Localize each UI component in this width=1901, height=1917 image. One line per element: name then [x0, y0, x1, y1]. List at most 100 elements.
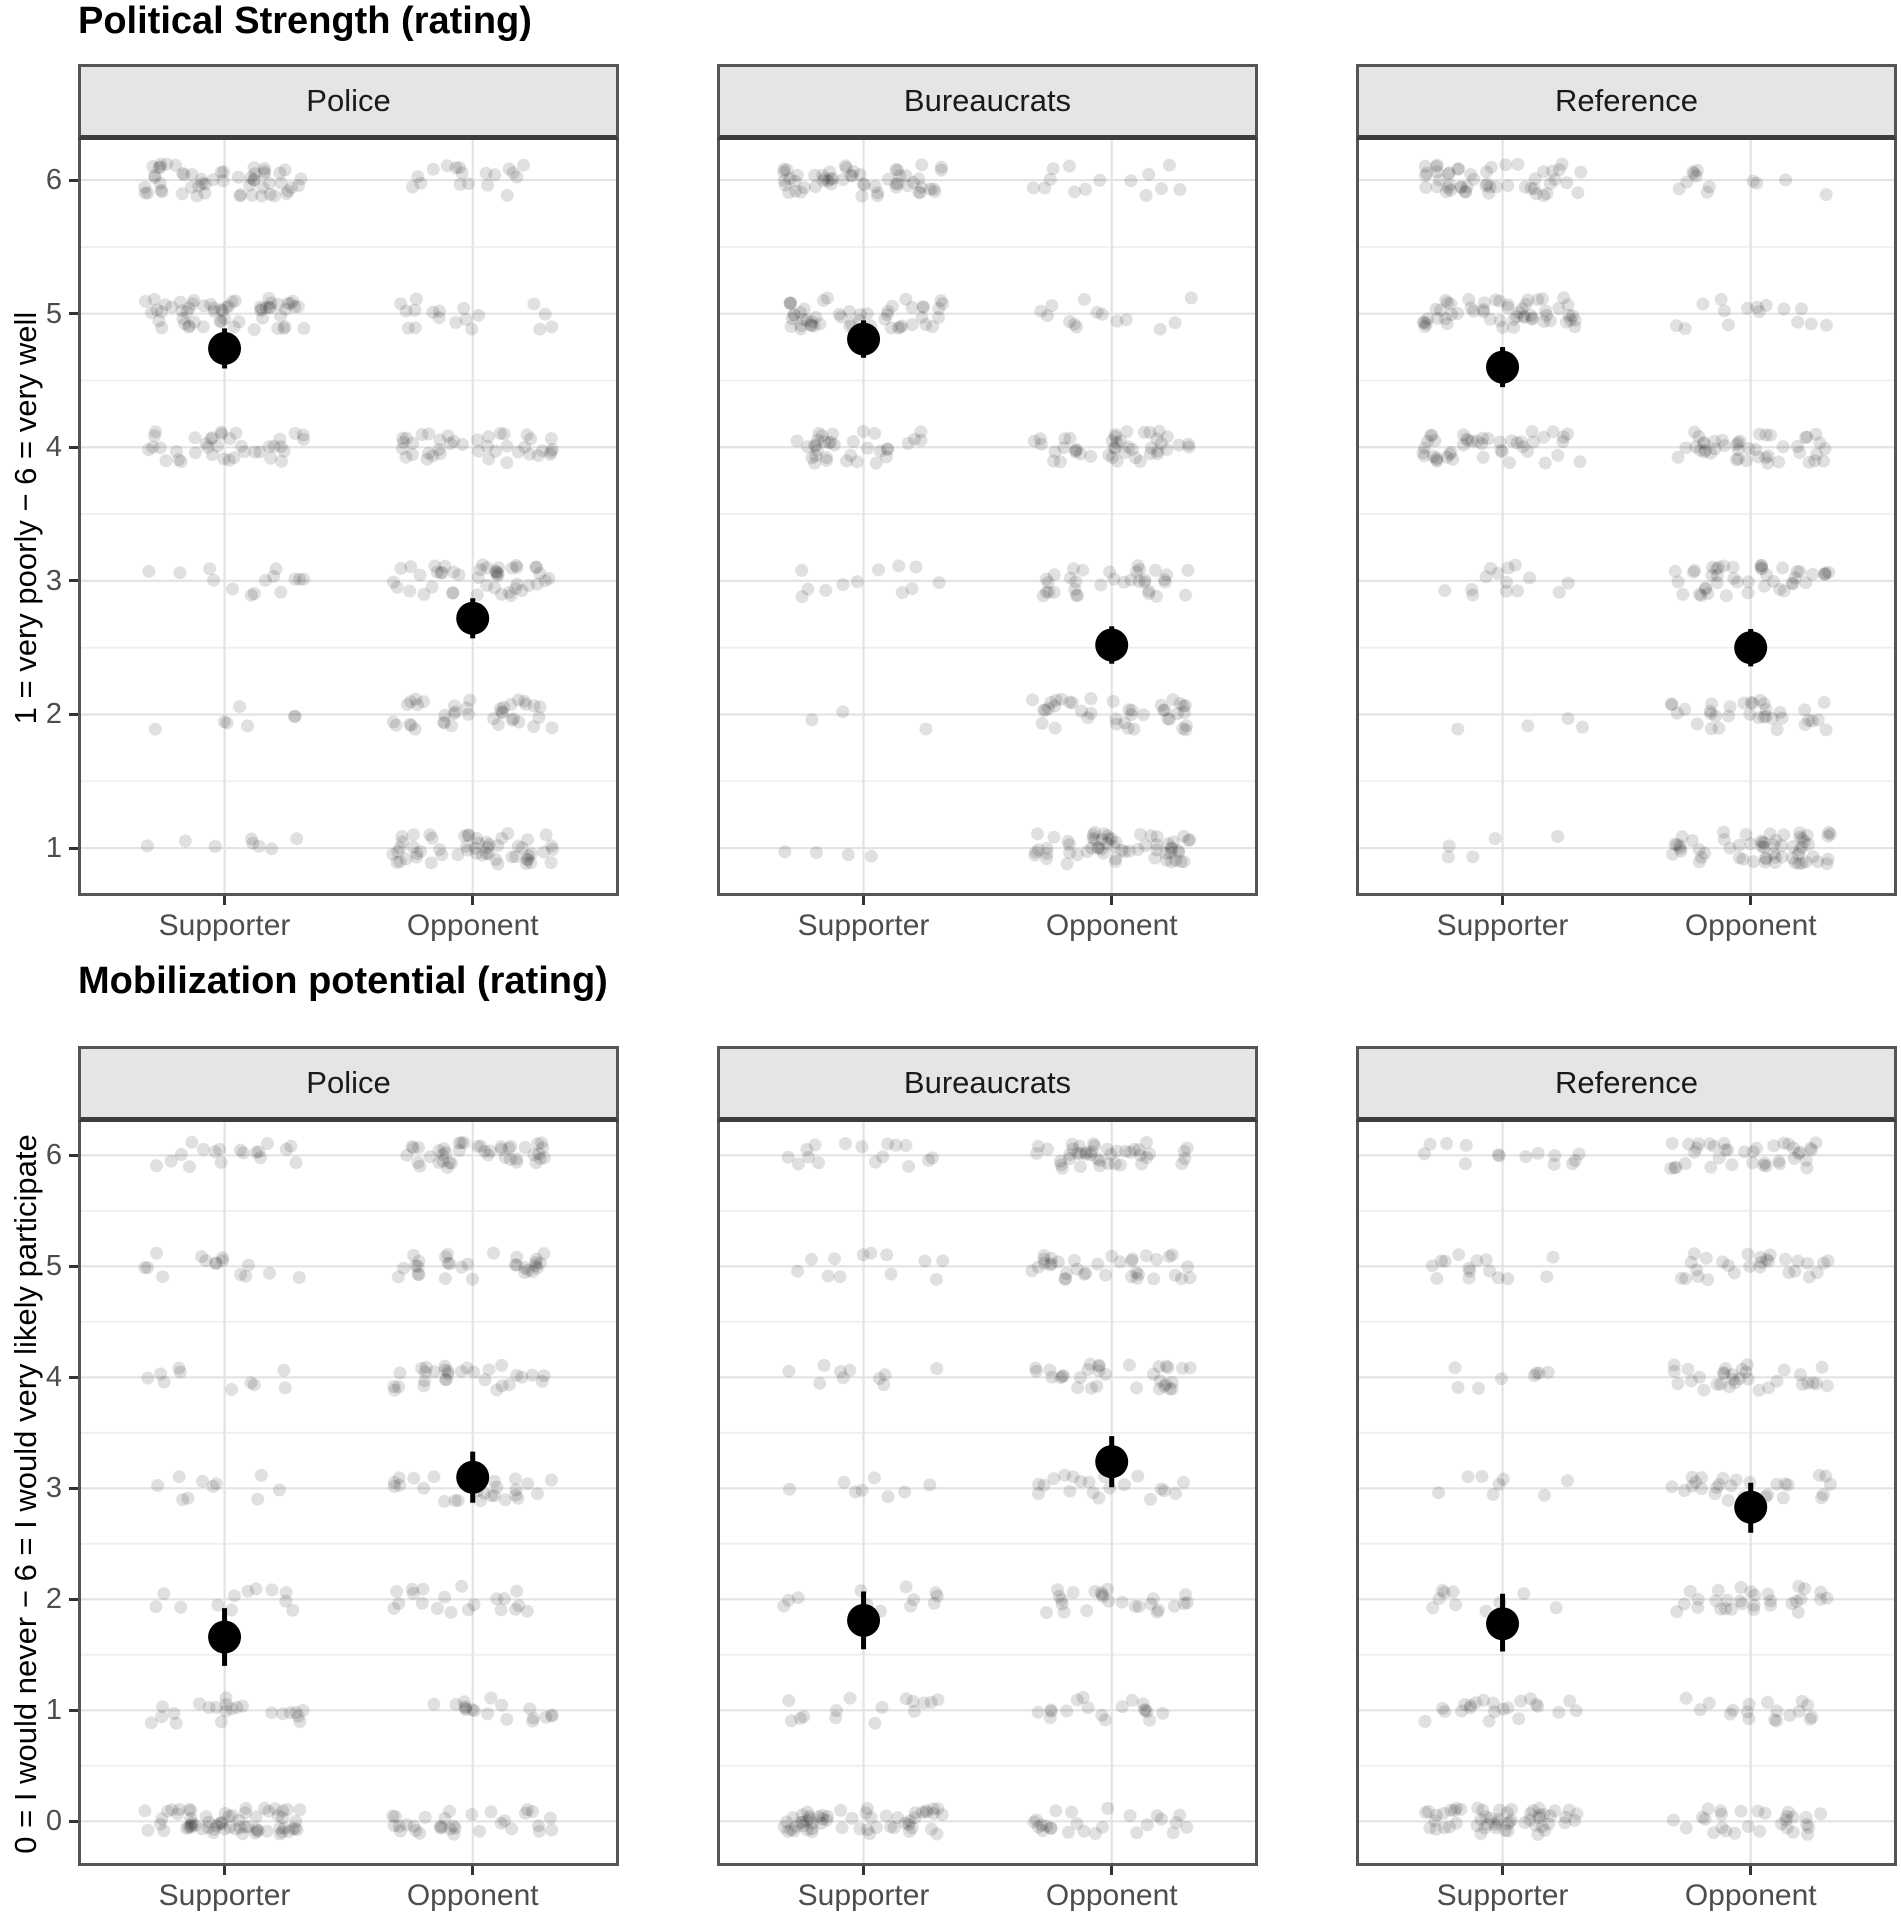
y-tick-label: 4 [45, 431, 62, 464]
y-tick-mark [69, 846, 78, 850]
mean-pointrange [456, 598, 490, 639]
grid-minor-lines [720, 245, 1255, 783]
facet-strip: Bureaucrats [717, 64, 1258, 140]
facet-strip: Reference [1356, 1046, 1897, 1122]
x-tick-mark [223, 1866, 227, 1875]
y-tick-mark [69, 1153, 78, 1157]
facet-panel [717, 140, 1258, 896]
facet-bureaucrats: Bureaucrats [717, 64, 1258, 896]
y-tick-label: 2 [45, 698, 62, 731]
facet-panel [1356, 1122, 1897, 1866]
x-category-label: Supporter [797, 1879, 930, 1912]
x-category-label: Opponent [1045, 909, 1178, 942]
mean-pointrange [1486, 347, 1520, 388]
facet-strip-label: Bureaucrats [903, 83, 1072, 118]
grid-minor-lines [1359, 1209, 1894, 1767]
panel-plot-area [720, 1122, 1255, 1863]
facet-police: Police [78, 1046, 619, 1866]
facet-reference: Reference [1356, 64, 1897, 896]
y-tick-label: 6 [45, 164, 62, 197]
y-tick-label: 3 [45, 564, 62, 597]
y-tick-label: 0 [45, 1805, 62, 1838]
facet-strip-label: Police [306, 83, 391, 118]
y-tick-mark [69, 178, 78, 182]
y-tick-label: 6 [45, 1139, 62, 1172]
mean-pointrange [847, 1591, 881, 1650]
grid-minor-lines [81, 1209, 616, 1767]
facet-strip: Bureaucrats [717, 1046, 1258, 1122]
grid-major-lines [1359, 140, 1894, 893]
grid-major-lines [720, 1122, 1255, 1863]
x-tick-mark [1110, 896, 1114, 905]
x-category-label: Opponent [1684, 1879, 1817, 1912]
mean-pointrange [456, 1451, 490, 1503]
grid-minor-lines [720, 1209, 1255, 1767]
grid-major-lines [720, 140, 1255, 893]
grid-major-lines [81, 140, 616, 893]
jitter-points [138, 157, 560, 871]
panel-plot-area [720, 140, 1255, 893]
y-tick-label: 5 [45, 1250, 62, 1283]
x-tick-mark [1110, 1866, 1114, 1875]
y-tick-label: 3 [45, 1472, 62, 1505]
y-tick-label: 1 [45, 832, 62, 865]
facet-strip-label: Reference [1554, 1065, 1699, 1100]
x-category-label: Opponent [1045, 1879, 1178, 1912]
grid-minor-lines [1359, 245, 1894, 783]
x-tick-mark [223, 896, 227, 905]
x-category-label: Supporter [1436, 909, 1569, 942]
mean-pointrange [1095, 626, 1129, 664]
y-tick-label: 4 [45, 1361, 62, 1394]
x-tick-mark [1501, 1866, 1505, 1875]
y-tick-mark [69, 1708, 78, 1712]
facet-strip: Reference [1356, 64, 1897, 140]
x-tick-mark [1501, 896, 1505, 905]
facet-panel [1356, 140, 1897, 896]
x-tick-mark [862, 1866, 866, 1875]
y-tick-mark [69, 1597, 78, 1601]
chart-mobilization-potential: Mobilization potential (rating) 0 = I wo… [0, 958, 1901, 1917]
x-category-label: Supporter [1436, 1879, 1569, 1912]
chart-title: Mobilization potential (rating) [78, 960, 608, 1002]
y-tick-label: 2 [45, 1583, 62, 1616]
panel-plot-area [1359, 140, 1894, 893]
facet-strip: Police [78, 64, 619, 140]
mean-pointrange [1486, 1593, 1520, 1652]
x-category-label: Opponent [406, 1879, 539, 1912]
facet-panel [717, 1122, 1258, 1866]
x-tick-mark [1749, 896, 1753, 905]
mean-pointrange [1734, 1482, 1768, 1533]
x-category-label: Supporter [158, 909, 291, 942]
facet-strip-label: Bureaucrats [903, 1065, 1072, 1100]
chart-title: Political Strength (rating) [78, 0, 532, 42]
facet-strip-label: Police [306, 1065, 391, 1100]
mean-pointrange [1734, 628, 1768, 667]
x-category-label: Opponent [1684, 909, 1817, 942]
y-axis-title: 1 = very poorly − 6 = very well [8, 311, 43, 725]
mean-pointrange [1095, 1436, 1129, 1488]
y-tick-mark [69, 1819, 78, 1823]
x-tick-mark [1749, 1866, 1753, 1875]
jitter-points [1416, 157, 1837, 871]
x-tick-mark [471, 1866, 475, 1875]
panel-plot-area [1359, 1122, 1894, 1863]
mean-pointrange [208, 328, 242, 369]
y-tick-label: 5 [45, 297, 62, 330]
x-category-label: Supporter [158, 1879, 291, 1912]
chart-political-strength: Political Strength (rating) 1 = very poo… [0, 0, 1901, 958]
facet-strip-label: Reference [1554, 83, 1699, 118]
facet-strip: Police [78, 1046, 619, 1122]
facet-bureaucrats: Bureaucrats [717, 1046, 1258, 1866]
grid-minor-lines [81, 245, 616, 783]
x-tick-mark [471, 896, 475, 905]
x-category-label: Supporter [797, 909, 930, 942]
y-tick-mark [69, 579, 78, 583]
y-tick-mark [69, 312, 78, 316]
y-tick-mark [69, 1264, 78, 1268]
panel-plot-area [81, 1122, 616, 1863]
y-tick-mark [69, 1375, 78, 1379]
facet-reference: Reference [1356, 1046, 1897, 1866]
jitter-points [138, 1135, 559, 1841]
x-tick-mark [862, 896, 866, 905]
